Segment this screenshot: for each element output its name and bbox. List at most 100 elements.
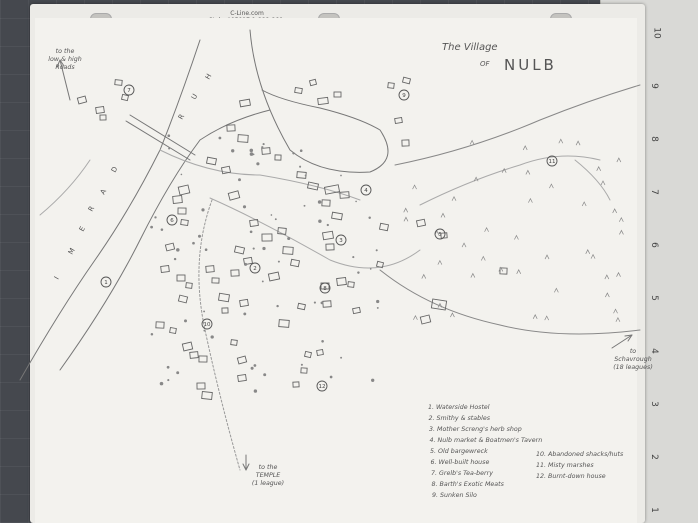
marsh-tuft: [514, 234, 519, 240]
legend-item: 5. Old bargewreck: [430, 448, 488, 455]
marker-number: 10: [204, 322, 211, 328]
legend-item: 10. Abandoned shacks/huts: [536, 451, 624, 458]
road-north: [159, 149, 361, 201]
house-footprint: [292, 381, 300, 388]
marker-2: 2: [249, 262, 261, 274]
tree-dot: [150, 332, 154, 336]
river-name-letters: I M E R A D R U H: [53, 72, 214, 281]
marsh-tuft: [581, 201, 587, 207]
tree-dot: [238, 178, 241, 182]
marker-11: 11: [546, 155, 558, 167]
marsh-tuft: [544, 315, 550, 321]
tree-dot: [368, 216, 371, 219]
marsh-tuft: [528, 197, 533, 203]
map-paper: [35, 18, 637, 523]
house-footprint: [321, 230, 335, 241]
house-footprint: [172, 195, 183, 204]
tree-dot: [249, 230, 253, 234]
tree-dot: [176, 248, 180, 252]
marsh-tuft: [616, 271, 621, 277]
house-footprint: [296, 171, 307, 179]
marker-circle: [316, 380, 328, 392]
tree-dot: [299, 165, 302, 168]
tree-dot: [192, 241, 195, 245]
hill-line: [39, 159, 91, 216]
house-footprint: [419, 314, 432, 325]
house-footprint: [375, 260, 385, 269]
house-footprint: [237, 134, 249, 143]
marker-9: 9: [398, 89, 410, 101]
tree-dot: [253, 364, 257, 367]
marsh-tuft: [450, 312, 455, 318]
marker-number: 5: [438, 232, 442, 238]
house-footprint: [339, 191, 350, 199]
tree-dot: [261, 146, 264, 149]
marsh-tuft: [619, 229, 624, 235]
marsh-tuft: [525, 169, 531, 175]
house-footprint: [76, 95, 88, 105]
tree-dot: [160, 228, 164, 231]
house-footprint: [261, 147, 271, 155]
marsh-tuft: [440, 212, 446, 218]
marker-number: 8: [323, 286, 327, 292]
tree-dot: [231, 149, 235, 153]
marsh-tuft: [544, 254, 550, 260]
marsh-tuft: [585, 249, 591, 254]
house-footprint: [217, 292, 231, 303]
river-bend: [249, 29, 389, 173]
house-footprint: [331, 211, 343, 221]
house-footprint: [205, 265, 215, 273]
note-line: TEMPLE: [255, 472, 281, 479]
tree-dot: [371, 378, 375, 382]
tree-dot: [204, 248, 208, 252]
note-line: Roads: [55, 64, 75, 71]
marsh-tuft: [549, 183, 554, 189]
house-footprint: [189, 351, 199, 359]
tree-dot: [203, 329, 206, 332]
brand-line-1: C-Line.com: [230, 10, 264, 17]
tree-dot: [376, 306, 379, 309]
house-footprint: [352, 306, 361, 315]
tree-dot: [154, 216, 157, 219]
marker-1: 1: [100, 276, 112, 288]
house-footprint: [440, 232, 448, 239]
tree-dot: [167, 379, 170, 382]
tree-dot: [173, 257, 177, 261]
tree-dot: [262, 246, 266, 251]
marsh-tuft: [451, 195, 457, 201]
river-letter: U: [190, 93, 199, 101]
marsh-tuft: [554, 287, 559, 293]
house-footprint: [205, 156, 218, 166]
house-footprint: [180, 219, 189, 226]
house-footprint: [160, 265, 170, 273]
road-to-temple: [198, 199, 241, 471]
marker-number: 4: [364, 188, 368, 194]
marker-number: 7: [127, 88, 131, 94]
tree-dot: [253, 389, 258, 393]
marker-circle: [201, 318, 213, 330]
tree-dot: [150, 225, 153, 229]
house-footprint: [226, 124, 236, 132]
house-footprint: [378, 222, 390, 232]
house-footprint: [415, 218, 427, 228]
tree-dot: [276, 304, 279, 308]
legend-item: 11. Misty marshes: [536, 462, 594, 469]
tree-dot: [176, 371, 180, 375]
house-footprint: [237, 373, 247, 383]
river-letter: R: [87, 205, 96, 213]
marsh-tuft: [437, 259, 443, 265]
river-letter: R: [177, 113, 186, 121]
house-footprint: [317, 96, 329, 106]
marker-circle: [546, 155, 558, 167]
house-footprint: [211, 277, 220, 284]
tree-dot: [355, 200, 357, 203]
tree-dot: [180, 173, 183, 176]
marker-12: 12: [316, 380, 328, 392]
house-footprint: [274, 154, 282, 161]
marsh-tuft: [604, 274, 610, 280]
note-line: (18 leagues): [613, 364, 653, 371]
arrow-east: [611, 334, 633, 349]
marker-4: 4: [360, 184, 372, 196]
marker-10: 10: [201, 318, 213, 330]
marsh-tuft: [437, 302, 443, 308]
